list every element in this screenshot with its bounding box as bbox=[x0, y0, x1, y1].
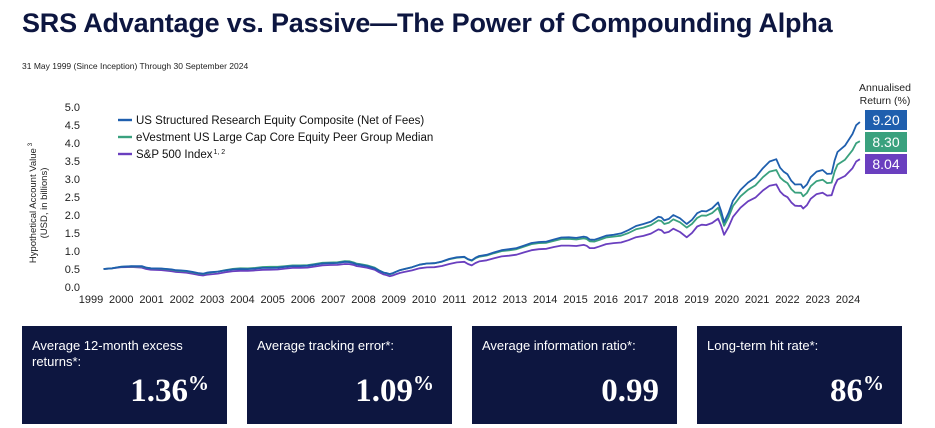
date-range-subtitle: 31 May 1999 (Since Inception) Through 30… bbox=[22, 61, 249, 71]
x-tick-label: 2019 bbox=[684, 294, 708, 306]
x-tick-label: 2000 bbox=[109, 294, 133, 306]
y-tick-label: 0.0 bbox=[65, 282, 80, 294]
stat-label: Average 12-month excess returns*: bbox=[32, 338, 183, 369]
stat-label: Average information ratio*: bbox=[482, 338, 636, 353]
performance-line-chart: Hypothetical Account Value 3 (USD, in bil… bbox=[28, 82, 911, 306]
return-value: 9.20 bbox=[872, 112, 899, 128]
x-tick-label: 2006 bbox=[291, 294, 315, 306]
x-tick-label: 2020 bbox=[715, 294, 739, 306]
x-tick-label: 1999 bbox=[79, 294, 103, 306]
svg-text:Hypothetical Account Value3: Hypothetical Account Value 3 bbox=[28, 142, 39, 263]
x-tick-label: 2009 bbox=[382, 294, 406, 306]
return-badge bbox=[865, 132, 907, 152]
x-tick-label: 2003 bbox=[200, 294, 224, 306]
legend-label: US Structured Research Equity Composite … bbox=[136, 115, 424, 127]
x-tick-label: 2018 bbox=[654, 294, 678, 306]
x-tick-label: 2022 bbox=[775, 294, 799, 306]
x-tick-label: 2024 bbox=[836, 294, 860, 306]
x-tick-label: 2021 bbox=[745, 294, 769, 306]
x-tick-label: 2007 bbox=[321, 294, 345, 306]
x-tick-label: 2016 bbox=[594, 294, 618, 306]
y-axis-label-line2: (USD, in billions) bbox=[39, 168, 50, 239]
stat-card-tracking-error: Average tracking error*: 1.09% bbox=[247, 326, 452, 424]
x-tick-label: 2013 bbox=[503, 294, 527, 306]
y-tick-label: 3.5 bbox=[65, 156, 80, 168]
y-tick-label: 0.5 bbox=[65, 264, 80, 276]
legend: US Structured Research Equity Composite … bbox=[118, 115, 433, 161]
x-tick-label: 2017 bbox=[624, 294, 648, 306]
x-tick-label: 2023 bbox=[805, 294, 829, 306]
page-title: SRS Advantage vs. Passive—The Power of C… bbox=[22, 8, 833, 38]
x-tick-label: 2012 bbox=[472, 294, 496, 306]
stat-value: 86% bbox=[830, 371, 884, 409]
returns-header: Return (%) bbox=[860, 95, 911, 107]
x-tick-label: 2015 bbox=[563, 294, 587, 306]
return-value: 8.30 bbox=[872, 134, 899, 150]
y-tick-label: 5.0 bbox=[65, 102, 80, 114]
y-tick-label: 2.0 bbox=[65, 210, 80, 222]
y-tick-label: 4.0 bbox=[65, 138, 80, 150]
y-tick-label: 4.5 bbox=[65, 120, 80, 132]
return-value: 8.04 bbox=[872, 156, 899, 172]
legend-label: S&P 500 Index1, 2 bbox=[136, 149, 225, 161]
stat-value: 0.99 bbox=[601, 373, 659, 409]
y-tick-label: 1.0 bbox=[65, 246, 80, 258]
x-tick-label: 2002 bbox=[170, 294, 194, 306]
stat-label: Average tracking error*: bbox=[257, 338, 395, 353]
series-line bbox=[103, 158, 861, 278]
y-axis-label-footnote: 3 bbox=[28, 142, 34, 146]
y-tick-label: 3.0 bbox=[65, 174, 80, 186]
legend-label: eVestment US Large Cap Core Equity Peer … bbox=[136, 132, 433, 144]
x-tick-label: 2008 bbox=[351, 294, 375, 306]
stat-card-information-ratio: Average information ratio*: 0.99 bbox=[472, 326, 677, 424]
stat-value: 1.09% bbox=[355, 371, 434, 409]
y-tick-label: 1.5 bbox=[65, 228, 80, 240]
x-tick-label: 2011 bbox=[443, 294, 467, 306]
y-tick-label: 2.5 bbox=[65, 192, 80, 204]
x-tick-label: 2004 bbox=[230, 294, 254, 306]
x-tick-label: 2005 bbox=[260, 294, 284, 306]
x-tick-label: 2010 bbox=[412, 294, 436, 306]
y-axis-label: Hypothetical Account Value 3 (USD, in bil… bbox=[28, 142, 50, 263]
stat-value: 1.36% bbox=[130, 371, 209, 409]
series-line bbox=[103, 121, 861, 275]
stat-label: Long-term hit rate*: bbox=[707, 338, 819, 353]
x-tick-label: 2014 bbox=[533, 294, 557, 306]
stat-card-excess-returns: Average 12-month excess returns*: 1.36% bbox=[22, 326, 227, 424]
returns-header: Annualised bbox=[859, 82, 911, 94]
y-axis-label-line1: Hypothetical Account Value bbox=[28, 148, 39, 263]
return-badge bbox=[865, 110, 907, 130]
stat-card-hit-rate: Long-term hit rate*: 86% bbox=[697, 326, 902, 424]
return-badge bbox=[865, 154, 907, 174]
series-line bbox=[103, 140, 861, 276]
x-tick-label: 2001 bbox=[139, 294, 163, 306]
